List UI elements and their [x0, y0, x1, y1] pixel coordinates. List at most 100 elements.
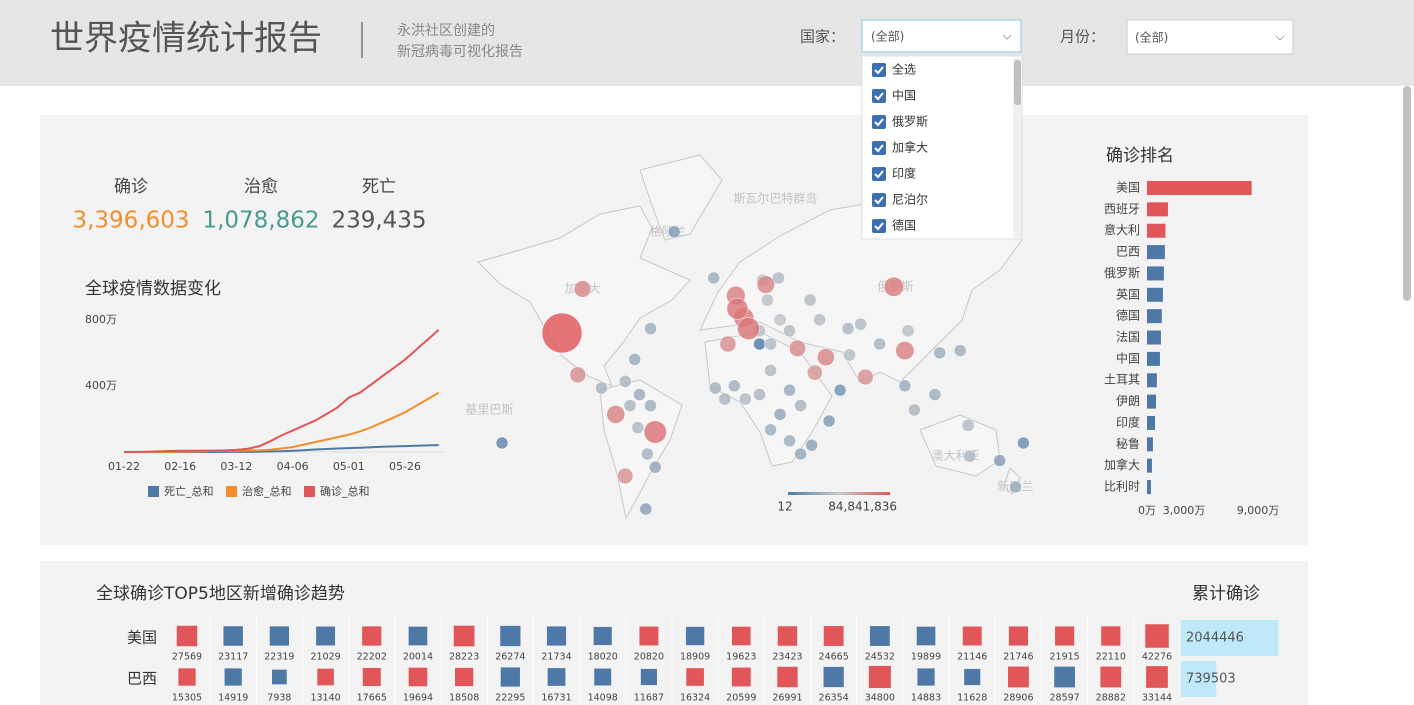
bubble[interactable] [963, 449, 977, 463]
cell-square[interactable] [964, 668, 981, 686]
cell-square[interactable] [916, 626, 936, 646]
bubble[interactable] [617, 467, 634, 485]
bubble[interactable] [541, 312, 583, 354]
bubble[interactable] [993, 454, 1006, 467]
checkmark[interactable] [874, 118, 884, 127]
bubble[interactable] [606, 405, 626, 424]
cell-square[interactable] [593, 626, 612, 646]
cell-square[interactable] [685, 626, 705, 646]
bubble[interactable] [898, 379, 912, 393]
checkmark[interactable] [874, 66, 884, 75]
bubble[interactable] [857, 368, 874, 386]
checkbox[interactable] [872, 89, 886, 103]
bubble[interactable] [1009, 480, 1022, 494]
option-label[interactable]: 俄罗斯 [892, 115, 928, 129]
cell-square[interactable] [455, 667, 474, 687]
country-select[interactable] [861, 19, 1022, 53]
cell-square[interactable] [362, 626, 382, 646]
bar[interactable] [1147, 330, 1161, 345]
bubble[interactable] [623, 399, 637, 412]
cell-square[interactable] [1145, 624, 1169, 648]
cell-square[interactable] [224, 668, 242, 686]
option-label[interactable]: 印度 [892, 166, 916, 181]
option-label[interactable]: 中国 [892, 88, 916, 103]
checkbox[interactable] [872, 141, 886, 155]
cell-square[interactable] [640, 668, 657, 686]
bubble[interactable] [718, 392, 732, 406]
bar[interactable] [1147, 394, 1157, 409]
bubble[interactable] [783, 383, 796, 397]
cell-square[interactable] [1054, 666, 1075, 688]
bubble[interactable] [843, 348, 856, 362]
bubble[interactable] [764, 337, 777, 351]
page-scrollbar[interactable] [1403, 86, 1411, 301]
option-label[interactable]: 全选 [892, 62, 916, 77]
checkmark[interactable] [874, 92, 884, 101]
bubble[interactable] [648, 460, 662, 474]
bar[interactable] [1147, 266, 1164, 281]
bubble[interactable] [895, 341, 915, 361]
month-select[interactable] [1126, 19, 1294, 55]
cell-square[interactable] [1146, 666, 1168, 688]
bubble[interactable] [633, 388, 646, 401]
bubble[interactable] [641, 447, 654, 461]
cell-square[interactable] [362, 667, 381, 687]
cell-square[interactable] [731, 667, 751, 687]
bubble[interactable] [883, 276, 904, 297]
bubble[interactable] [644, 322, 657, 335]
bubble[interactable] [639, 502, 653, 516]
cell-square[interactable] [176, 625, 198, 647]
bar[interactable] [1147, 223, 1166, 238]
checkbox[interactable] [872, 115, 886, 129]
bubble[interactable] [817, 348, 835, 367]
bubble[interactable] [901, 324, 915, 338]
cell-square[interactable] [917, 668, 935, 686]
checkmark[interactable] [874, 144, 884, 153]
bar[interactable] [1147, 287, 1163, 302]
cell-square[interactable] [317, 668, 334, 686]
bubble[interactable] [727, 379, 741, 393]
bubble[interactable] [761, 293, 774, 307]
cell-square[interactable] [500, 667, 520, 687]
bubble[interactable] [569, 366, 587, 384]
bubble[interactable] [772, 271, 785, 285]
cell-square[interactable] [869, 626, 890, 646]
bubble[interactable] [833, 383, 847, 397]
bar[interactable] [1147, 437, 1153, 452]
bubble[interactable] [573, 280, 592, 298]
bubble[interactable] [961, 419, 975, 432]
bar[interactable] [1147, 245, 1165, 260]
option-label[interactable]: 加拿大 [892, 140, 928, 155]
cell-square[interactable] [777, 666, 798, 688]
bar[interactable] [1147, 480, 1151, 495]
bubble[interactable] [854, 317, 868, 331]
bar[interactable] [1181, 620, 1279, 656]
bubble[interactable] [708, 381, 722, 395]
bubble[interactable] [928, 388, 942, 401]
bubble[interactable] [737, 317, 760, 340]
bubble[interactable] [822, 414, 836, 428]
bubble[interactable] [618, 375, 632, 388]
cell-square[interactable] [823, 666, 844, 688]
cell-square[interactable] [777, 626, 798, 646]
bubble[interactable] [794, 447, 807, 461]
cell-square[interactable] [408, 626, 428, 646]
bubble[interactable] [719, 335, 737, 353]
cell-square[interactable] [269, 626, 290, 646]
cell-square[interactable] [1100, 666, 1122, 688]
bar[interactable] [1147, 309, 1162, 324]
bubble[interactable] [805, 438, 818, 452]
cell-square[interactable] [1008, 626, 1028, 646]
bubble[interactable] [873, 337, 886, 351]
checkmark[interactable] [874, 222, 884, 231]
bubble[interactable] [803, 293, 817, 307]
cell-square[interactable] [500, 625, 521, 647]
bubble[interactable] [764, 423, 777, 437]
bubble[interactable] [794, 399, 807, 412]
cell-square[interactable] [823, 626, 844, 646]
scroll-track[interactable] [1013, 58, 1021, 238]
checkmark[interactable] [874, 196, 884, 205]
checkbox[interactable] [872, 193, 886, 207]
checkbox[interactable] [872, 167, 886, 181]
